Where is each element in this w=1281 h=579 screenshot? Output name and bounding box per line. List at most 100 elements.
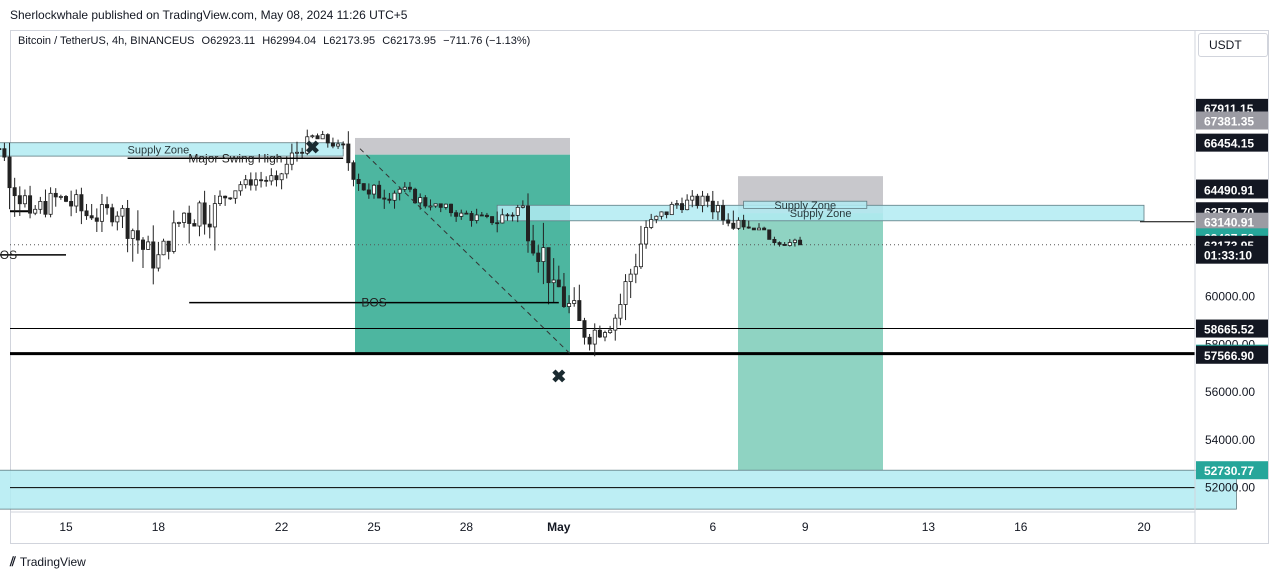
candle-body	[269, 175, 274, 182]
candle-body	[428, 205, 433, 208]
candle-body	[151, 241, 156, 269]
candle-body	[377, 184, 382, 199]
candle-body	[310, 135, 315, 138]
tradingview-logo-icon: ⫽	[10, 554, 16, 569]
price-tag-bg	[1196, 111, 1268, 130]
candle-body	[12, 187, 17, 197]
candle-body	[572, 300, 577, 304]
stop-zone-1	[355, 137, 570, 155]
candle-body	[792, 239, 797, 243]
candle-body	[551, 279, 556, 284]
candle-body	[182, 212, 187, 223]
candle-body	[64, 196, 69, 202]
candle-body	[48, 192, 53, 215]
candle-body	[120, 207, 125, 217]
ohlc-high: H62994.04	[262, 35, 317, 47]
candle-body	[69, 200, 74, 207]
candle-body	[505, 214, 510, 217]
candle-body	[58, 196, 63, 198]
candle-body	[402, 186, 407, 190]
candle-body	[341, 143, 346, 146]
candle-body	[484, 214, 489, 217]
publisher-line: Sherlockwhale published on TradingView.c…	[10, 8, 408, 22]
candle-body	[669, 203, 674, 216]
supply-zone-2	[743, 200, 868, 209]
supply-zone-label-2: Supply Zone	[774, 200, 836, 212]
candle-body	[638, 243, 643, 268]
candle-body	[192, 223, 197, 227]
price-tick-label: 60000.00	[1205, 290, 1255, 304]
candle-body	[443, 203, 448, 208]
candle-body	[74, 194, 79, 207]
currency-button[interactable]: USDT	[1198, 33, 1268, 57]
cross-marker-icon: ✖	[551, 367, 566, 387]
annotation-label-5: BOS	[0, 248, 17, 262]
candle-body	[659, 211, 664, 217]
time-tick-label: 28	[460, 520, 474, 534]
candle-body	[597, 329, 602, 338]
symbol-title: Bitcoin / TetherUS, 4h, BINANCEUS	[18, 35, 195, 47]
ohlc-open: O62923.11	[201, 35, 256, 47]
candle-body	[495, 222, 500, 225]
candle-body	[22, 195, 27, 205]
ohlc-low: L62173.95	[323, 35, 376, 47]
candle-body	[53, 192, 58, 198]
ohlc-close: C62173.95	[382, 35, 437, 47]
candle-body	[628, 273, 633, 283]
candle-body	[135, 230, 140, 241]
candle-body	[197, 202, 202, 227]
time-tick-label: 15	[59, 520, 73, 534]
candle-body	[228, 197, 233, 200]
candle-body	[212, 203, 217, 228]
price-tag-bg	[1196, 461, 1268, 480]
price-tick-label: 54000.00	[1205, 433, 1255, 447]
candle-body	[336, 143, 341, 147]
candle-body	[721, 205, 726, 221]
price-tag-bg	[1196, 319, 1268, 338]
candle-body	[546, 247, 551, 284]
candle-body	[2, 148, 7, 158]
target-zone-1	[355, 154, 570, 354]
candle-body	[654, 215, 659, 220]
candle-body	[536, 252, 541, 262]
candle-body	[361, 183, 366, 191]
price-tag-bg	[1196, 245, 1268, 264]
price-tag-label: 01:33:10	[1204, 249, 1252, 263]
symbol-legend: Bitcoin / TetherUS, 4h, BINANCEUS O62923…	[18, 35, 534, 47]
candle-body	[176, 222, 181, 224]
candle-body	[166, 240, 171, 252]
candle-body	[248, 179, 253, 186]
candle-body	[746, 226, 751, 229]
candle-body	[320, 134, 325, 140]
candle-body	[705, 195, 710, 202]
candle-body	[715, 205, 720, 213]
tradingview-brand: ⫽ TradingView	[10, 554, 86, 570]
supply-zone-label-0: Supply Zone	[128, 144, 190, 156]
candle-body	[474, 214, 479, 221]
candle-body	[479, 214, 484, 217]
candle-body	[105, 204, 110, 209]
candle-body	[567, 303, 572, 307]
time-tick-label: May	[547, 520, 571, 534]
candle-body	[526, 205, 531, 242]
price-tick-label: 52000.00	[1205, 481, 1255, 495]
candle-body	[767, 229, 772, 240]
candle-body	[674, 203, 679, 206]
candle-body	[315, 135, 320, 140]
annotation-label-4: Major Swing High	[188, 151, 282, 165]
candle-body	[371, 184, 376, 195]
candle-body	[171, 222, 176, 252]
candle-body	[433, 203, 438, 207]
price-tag-label: 52730.77	[1204, 464, 1254, 478]
price-tag-label: 64490.91	[1204, 183, 1254, 197]
candle-body	[202, 202, 207, 225]
candle-body	[726, 219, 731, 224]
candle-body	[500, 214, 505, 224]
candle-body	[207, 223, 212, 228]
cross-marker-icon: ✖	[305, 138, 320, 158]
candle-body	[736, 219, 741, 229]
candle-body	[89, 215, 94, 219]
candle-body	[556, 279, 561, 288]
candle-body	[305, 136, 310, 154]
